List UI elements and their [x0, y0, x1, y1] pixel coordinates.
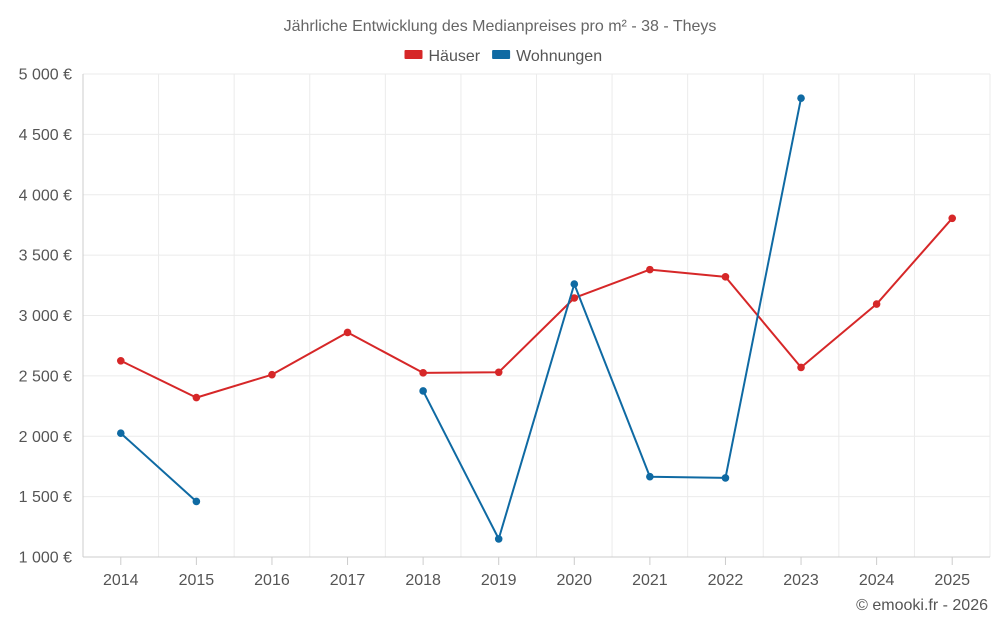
data-point-wohnungen[interactable]: [721, 474, 730, 482]
x-tick-label: 2021: [632, 572, 668, 589]
x-tick-label: 2020: [556, 572, 592, 589]
x-tick-label: 2025: [934, 572, 970, 589]
y-tick-label: 4 000 €: [19, 187, 72, 204]
legend-swatch-wohnungen: [492, 50, 511, 59]
y-tick-label: 2 500 €: [19, 368, 72, 385]
data-point-h-user[interactable]: [343, 328, 352, 337]
y-tick-label: 4 500 €: [19, 127, 72, 144]
data-point-h-user[interactable]: [948, 214, 957, 223]
grid: [83, 73, 991, 557]
data-point-h-user[interactable]: [116, 356, 125, 365]
y-tick-label: 1 500 €: [19, 489, 72, 506]
data-point-h-user[interactable]: [721, 273, 730, 281]
y-tick-label: 3 000 €: [19, 308, 72, 325]
data-point-h-user[interactable]: [797, 363, 805, 372]
data-point-h-user[interactable]: [646, 265, 654, 274]
data-point-wohnungen[interactable]: [797, 94, 805, 102]
axes: 1 000 € 1 500 € 2 000 € 2 500 € 3 000 € 3 500…: [19, 67, 990, 589]
legend-swatch-h-user: [404, 50, 423, 59]
data-point-h-user[interactable]: [570, 294, 579, 302]
x-tick-label: 2019: [481, 572, 517, 589]
x-tick-label: 2015: [179, 572, 215, 589]
data-point-h-user[interactable]: [872, 300, 881, 308]
x-tick-label: 2023: [783, 572, 819, 589]
series-line-wohnungen: [422, 97, 803, 540]
data-point-wohnungen[interactable]: [419, 387, 427, 395]
data-point-wohnungen[interactable]: [116, 429, 125, 438]
x-tick-label: 2018: [405, 572, 441, 589]
data-point-h-user[interactable]: [192, 393, 201, 402]
y-tick-label: 5 000 €: [19, 67, 72, 84]
chart-title: Jährliche Entwicklung des Medianpreises …: [284, 18, 717, 35]
x-tick-label: 2017: [330, 572, 366, 589]
data-point-wohnungen[interactable]: [494, 535, 503, 543]
series-line-wohnungen: [119, 432, 198, 503]
x-tick-label: 2016: [254, 572, 290, 589]
x-tick-label: 2022: [708, 572, 744, 589]
y-tick-label: 2 000 €: [19, 429, 72, 446]
data-point-wohnungen[interactable]: [646, 472, 654, 481]
legend-label-wohnungen[interactable]: Wohnungen: [516, 48, 602, 65]
series-layer: [116, 94, 957, 543]
series-line-h-user: [119, 217, 954, 399]
x-tick-label: 2024: [859, 572, 895, 589]
legend-label-h-user[interactable]: Häuser: [429, 48, 481, 65]
footer-credit: © emooki.fr - 2026: [856, 597, 988, 614]
data-point-h-user[interactable]: [494, 368, 503, 377]
data-point-h-user[interactable]: [419, 369, 427, 377]
data-point-wohnungen[interactable]: [570, 280, 579, 288]
data-point-wohnungen[interactable]: [192, 497, 201, 506]
x-tick-label: 2014: [103, 572, 139, 589]
data-point-h-user[interactable]: [268, 370, 276, 379]
y-tick-label: 3 500 €: [19, 248, 72, 265]
y-tick-label: 1 000 €: [19, 550, 72, 567]
legend: Häuser Wohnungen: [404, 48, 602, 65]
